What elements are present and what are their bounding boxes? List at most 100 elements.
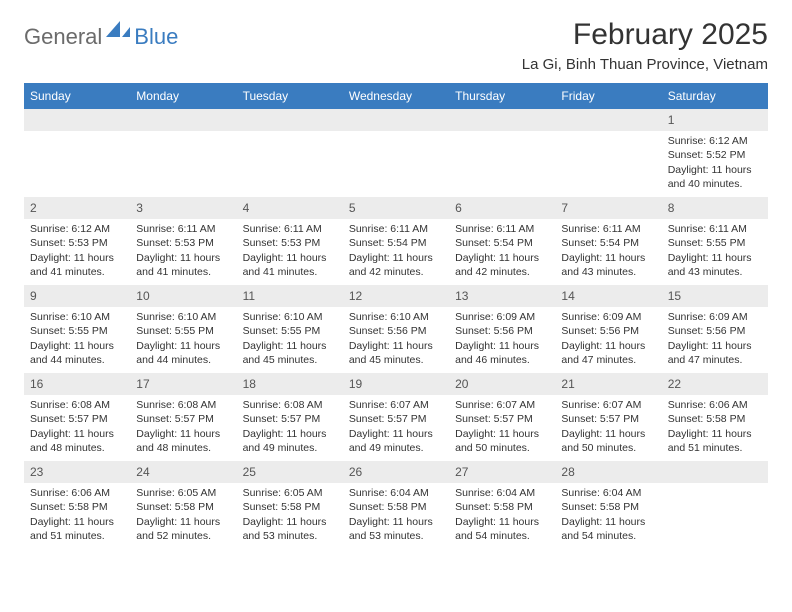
calendar-day-cell: 28Sunrise: 6:04 AMSunset: 5:58 PMDayligh…	[555, 461, 661, 549]
day-daylight2: and 54 minutes.	[561, 529, 655, 543]
header: General Blue February 2025 La Gi, Binh T…	[24, 18, 768, 73]
day-daylight2: and 53 minutes.	[243, 529, 337, 543]
calendar-week-row: 23Sunrise: 6:06 AMSunset: 5:58 PMDayligh…	[24, 461, 768, 549]
day-body: Sunrise: 6:11 AMSunset: 5:54 PMDaylight:…	[555, 219, 661, 285]
logo-sail-icon	[106, 21, 132, 39]
day-body: Sunrise: 6:12 AMSunset: 5:53 PMDaylight:…	[24, 219, 130, 285]
calendar-day-cell	[24, 109, 130, 197]
day-sunrise: Sunrise: 6:08 AM	[243, 398, 337, 412]
day-number: 6	[449, 197, 555, 219]
day-sunset: Sunset: 5:55 PM	[668, 236, 762, 250]
calendar-day-cell: 13Sunrise: 6:09 AMSunset: 5:56 PMDayligh…	[449, 285, 555, 373]
day-number: 28	[555, 461, 661, 483]
day-sunrise: Sunrise: 6:06 AM	[30, 486, 124, 500]
day-daylight2: and 46 minutes.	[455, 353, 549, 367]
day-daylight1: Daylight: 11 hours	[455, 339, 549, 353]
day-daylight1: Daylight: 11 hours	[455, 515, 549, 529]
day-sunset: Sunset: 5:58 PM	[30, 500, 124, 514]
day-daylight1: Daylight: 11 hours	[668, 339, 762, 353]
day-number: 23	[24, 461, 130, 483]
calendar-day-cell: 9Sunrise: 6:10 AMSunset: 5:55 PMDaylight…	[24, 285, 130, 373]
day-sunset: Sunset: 5:54 PM	[349, 236, 443, 250]
calendar-day-cell: 10Sunrise: 6:10 AMSunset: 5:55 PMDayligh…	[130, 285, 236, 373]
day-daylight1: Daylight: 11 hours	[243, 251, 337, 265]
day-header: Saturday	[662, 83, 768, 109]
day-daylight1: Daylight: 11 hours	[668, 163, 762, 177]
day-sunset: Sunset: 5:57 PM	[243, 412, 337, 426]
day-daylight2: and 42 minutes.	[349, 265, 443, 279]
day-daylight1: Daylight: 11 hours	[136, 515, 230, 529]
calendar-day-cell: 17Sunrise: 6:08 AMSunset: 5:57 PMDayligh…	[130, 373, 236, 461]
day-number: 7	[555, 197, 661, 219]
day-daylight2: and 51 minutes.	[668, 441, 762, 455]
day-header: Tuesday	[237, 83, 343, 109]
calendar-day-cell: 8Sunrise: 6:11 AMSunset: 5:55 PMDaylight…	[662, 197, 768, 285]
day-daylight1: Daylight: 11 hours	[455, 427, 549, 441]
day-sunrise: Sunrise: 6:12 AM	[30, 222, 124, 236]
day-sunrise: Sunrise: 6:11 AM	[668, 222, 762, 236]
day-sunrise: Sunrise: 6:04 AM	[561, 486, 655, 500]
day-daylight2: and 43 minutes.	[561, 265, 655, 279]
day-daylight2: and 54 minutes.	[455, 529, 549, 543]
day-number: 8	[662, 197, 768, 219]
day-number	[24, 109, 130, 131]
calendar-day-cell: 6Sunrise: 6:11 AMSunset: 5:54 PMDaylight…	[449, 197, 555, 285]
day-body: Sunrise: 6:10 AMSunset: 5:55 PMDaylight:…	[130, 307, 236, 373]
calendar-day-cell: 26Sunrise: 6:04 AMSunset: 5:58 PMDayligh…	[343, 461, 449, 549]
calendar-day-cell: 4Sunrise: 6:11 AMSunset: 5:53 PMDaylight…	[237, 197, 343, 285]
day-body: Sunrise: 6:11 AMSunset: 5:53 PMDaylight:…	[237, 219, 343, 285]
day-sunrise: Sunrise: 6:04 AM	[349, 486, 443, 500]
day-body: Sunrise: 6:08 AMSunset: 5:57 PMDaylight:…	[24, 395, 130, 461]
day-daylight1: Daylight: 11 hours	[668, 427, 762, 441]
day-sunset: Sunset: 5:58 PM	[455, 500, 549, 514]
calendar-day-cell: 3Sunrise: 6:11 AMSunset: 5:53 PMDaylight…	[130, 197, 236, 285]
day-sunrise: Sunrise: 6:12 AM	[668, 134, 762, 148]
day-sunrise: Sunrise: 6:07 AM	[349, 398, 443, 412]
day-daylight1: Daylight: 11 hours	[561, 251, 655, 265]
day-daylight2: and 40 minutes.	[668, 177, 762, 191]
day-sunset: Sunset: 5:55 PM	[243, 324, 337, 338]
title-block: February 2025 La Gi, Binh Thuan Province…	[522, 18, 768, 73]
day-daylight1: Daylight: 11 hours	[136, 251, 230, 265]
calendar-day-cell: 19Sunrise: 6:07 AMSunset: 5:57 PMDayligh…	[343, 373, 449, 461]
day-body: Sunrise: 6:10 AMSunset: 5:55 PMDaylight:…	[24, 307, 130, 373]
day-header: Wednesday	[343, 83, 449, 109]
calendar-day-cell: 16Sunrise: 6:08 AMSunset: 5:57 PMDayligh…	[24, 373, 130, 461]
calendar-day-cell: 1Sunrise: 6:12 AMSunset: 5:52 PMDaylight…	[662, 109, 768, 197]
calendar-day-cell: 12Sunrise: 6:10 AMSunset: 5:56 PMDayligh…	[343, 285, 449, 373]
day-sunrise: Sunrise: 6:10 AM	[30, 310, 124, 324]
calendar-day-cell: 27Sunrise: 6:04 AMSunset: 5:58 PMDayligh…	[449, 461, 555, 549]
day-header-row: Sunday Monday Tuesday Wednesday Thursday…	[24, 83, 768, 109]
day-daylight2: and 45 minutes.	[243, 353, 337, 367]
day-number: 9	[24, 285, 130, 307]
day-body: Sunrise: 6:09 AMSunset: 5:56 PMDaylight:…	[449, 307, 555, 373]
day-number: 24	[130, 461, 236, 483]
day-daylight2: and 48 minutes.	[136, 441, 230, 455]
day-daylight2: and 52 minutes.	[136, 529, 230, 543]
day-number: 17	[130, 373, 236, 395]
day-number: 15	[662, 285, 768, 307]
day-sunrise: Sunrise: 6:11 AM	[243, 222, 337, 236]
day-number: 21	[555, 373, 661, 395]
day-daylight2: and 48 minutes.	[30, 441, 124, 455]
day-sunrise: Sunrise: 6:08 AM	[30, 398, 124, 412]
calendar-day-cell: 21Sunrise: 6:07 AMSunset: 5:57 PMDayligh…	[555, 373, 661, 461]
day-sunset: Sunset: 5:55 PM	[136, 324, 230, 338]
day-daylight1: Daylight: 11 hours	[349, 251, 443, 265]
logo-text-general: General	[24, 24, 102, 50]
day-daylight1: Daylight: 11 hours	[561, 515, 655, 529]
calendar-day-cell: 20Sunrise: 6:07 AMSunset: 5:57 PMDayligh…	[449, 373, 555, 461]
day-daylight1: Daylight: 11 hours	[349, 339, 443, 353]
day-header: Sunday	[24, 83, 130, 109]
day-daylight2: and 41 minutes.	[30, 265, 124, 279]
day-daylight2: and 41 minutes.	[136, 265, 230, 279]
day-daylight1: Daylight: 11 hours	[243, 339, 337, 353]
day-number: 4	[237, 197, 343, 219]
day-body: Sunrise: 6:04 AMSunset: 5:58 PMDaylight:…	[343, 483, 449, 549]
day-number: 11	[237, 285, 343, 307]
day-daylight2: and 42 minutes.	[455, 265, 549, 279]
day-body: Sunrise: 6:07 AMSunset: 5:57 PMDaylight:…	[449, 395, 555, 461]
month-title: February 2025	[522, 18, 768, 52]
day-number: 25	[237, 461, 343, 483]
day-number: 12	[343, 285, 449, 307]
